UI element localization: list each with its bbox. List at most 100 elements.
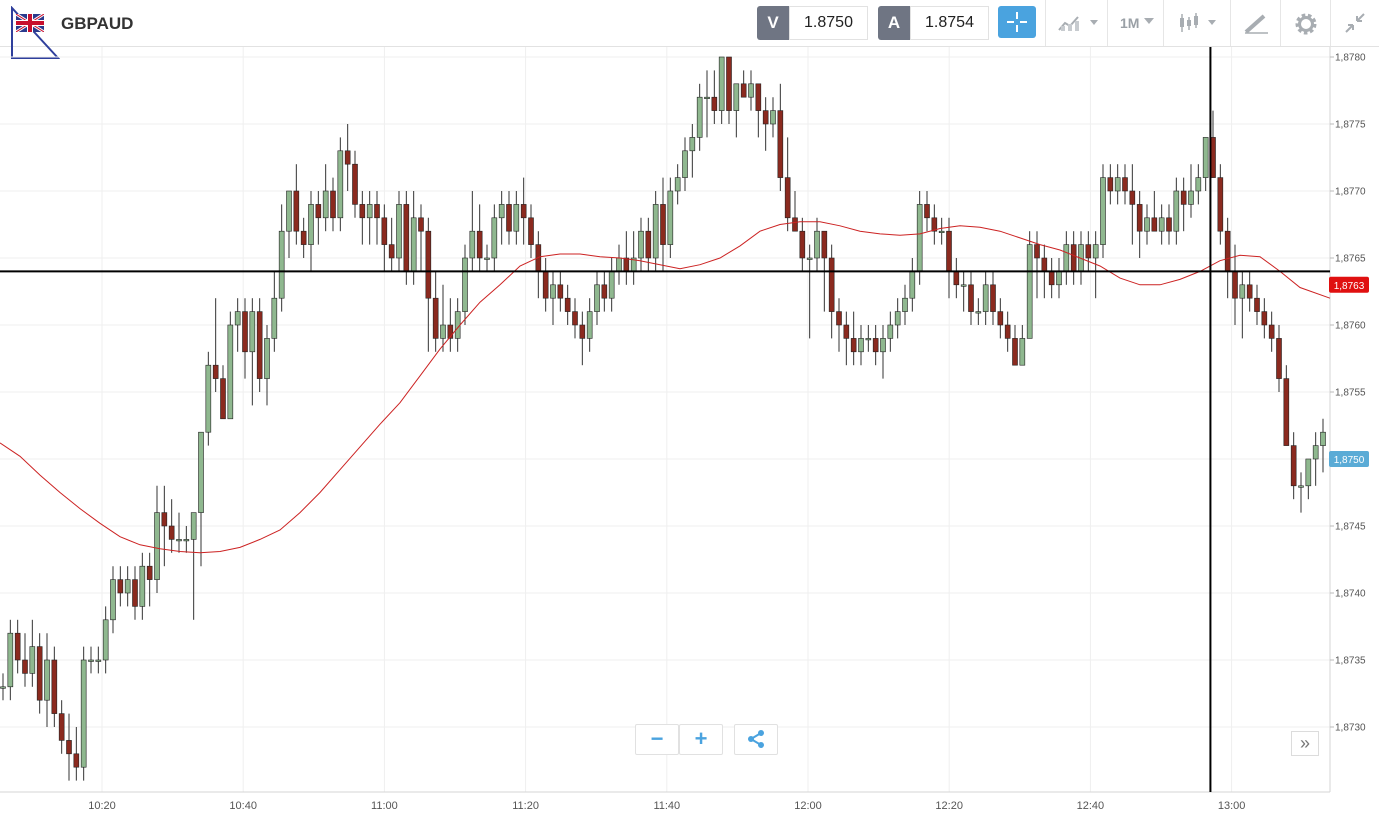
toolbar: GBPAUD V 1.8750 A 1.8754 1M — [0, 0, 1379, 59]
bull-candle — [183, 539, 190, 542]
settings-button[interactable] — [1280, 0, 1330, 46]
buy-price[interactable]: 1.8754 — [910, 6, 989, 40]
share-button[interactable] — [734, 724, 778, 755]
bear-candle — [872, 338, 879, 353]
bull-candle — [806, 257, 813, 260]
bull-candle — [286, 190, 292, 232]
bear-candle — [146, 565, 153, 580]
bear-candle — [990, 284, 996, 312]
bear-candle — [359, 204, 366, 219]
bull-candle — [1158, 217, 1165, 232]
price-tag-label: 1,8763 — [1334, 281, 1365, 292]
y-tick-label: 1,8780 — [1335, 53, 1366, 64]
bear-candle — [447, 324, 454, 339]
sell-button[interactable]: V — [757, 6, 789, 40]
bear-candle — [374, 204, 380, 219]
sell-price[interactable]: 1.8750 — [789, 6, 868, 40]
bear-candle — [762, 110, 769, 125]
bull-candle — [865, 338, 872, 341]
bear-candle — [1122, 177, 1128, 192]
bull-candle — [102, 619, 109, 661]
bear-candle — [1283, 378, 1290, 446]
bull-candle — [264, 338, 270, 379]
bull-candle — [696, 96, 703, 138]
timeframe-dropdown[interactable]: 1M — [1107, 0, 1163, 46]
price-chart[interactable]: 1,8730 1,8735 1,8740 1,8745 1,8750 1,8755 1,87… — [0, 47, 1379, 821]
bear-candle — [403, 204, 410, 272]
bear-candle — [1224, 230, 1231, 272]
bull-candle — [366, 204, 373, 219]
price-tag — [1329, 451, 1369, 467]
bull-candle — [1063, 244, 1070, 272]
bull-candle — [982, 284, 989, 312]
bull-candle — [278, 230, 285, 299]
bear-candle — [520, 204, 527, 219]
bear-candle — [740, 83, 747, 98]
bull-candle — [410, 217, 417, 272]
collapse-button[interactable] — [1330, 0, 1379, 46]
bear-candle — [1180, 190, 1187, 205]
bull-candle — [1056, 271, 1062, 286]
bear-candle — [14, 632, 21, 661]
bear-candle — [132, 579, 138, 607]
bear-candle — [388, 244, 395, 259]
bear-candle — [1012, 338, 1018, 366]
bull-candle — [337, 150, 344, 219]
bull-candle — [469, 230, 476, 259]
bull-candle — [608, 271, 615, 299]
scroll-to-end-button[interactable]: » — [1291, 731, 1319, 756]
bull-candle — [1114, 177, 1121, 192]
bear-candle — [51, 659, 58, 714]
x-tick-label: 11:20 — [512, 800, 539, 812]
zoom-out-button[interactable]: − — [635, 724, 679, 755]
bull-candle — [975, 311, 982, 314]
bull-candle — [894, 311, 901, 326]
buy-button[interactable]: A — [878, 6, 910, 40]
y-tick-label: 1,8770 — [1335, 187, 1366, 198]
candlestick-icon — [1180, 13, 1216, 32]
bear-candle — [1136, 204, 1143, 232]
bear-candle — [946, 230, 952, 272]
bull-candle — [550, 284, 556, 299]
bull-candle — [689, 137, 696, 152]
bear-candle — [1254, 297, 1260, 312]
bull-candle — [1239, 284, 1246, 299]
bear-candle — [1004, 324, 1011, 339]
bear-candle — [572, 311, 578, 326]
bull-candle — [858, 338, 864, 353]
bull-candle — [616, 257, 622, 272]
bull-candle — [652, 204, 659, 259]
bull-candle — [733, 83, 740, 111]
bull-candle — [176, 539, 182, 542]
candles-dropdown[interactable] — [1163, 0, 1230, 46]
bull-candle — [139, 565, 146, 607]
bear-candle — [711, 96, 718, 111]
y-tick-label: 1,8740 — [1335, 589, 1366, 600]
bull-candle — [770, 110, 776, 125]
bear-candle — [924, 204, 930, 219]
bull-candle — [887, 324, 894, 339]
y-tick-label: 1,8745 — [1335, 522, 1366, 533]
collapse-icon — [1345, 13, 1365, 33]
candlestick-chart[interactable]: 1,8730 1,8735 1,8740 1,8745 1,8750 1,8755 1,87… — [0, 47, 1379, 821]
bull-candle — [44, 659, 50, 701]
bear-candle — [66, 740, 72, 755]
bear-candle — [528, 217, 534, 245]
chart-type-dropdown[interactable] — [1045, 0, 1107, 46]
bear-candle — [1261, 311, 1268, 326]
bull-candle — [1305, 458, 1312, 487]
bear-candle — [432, 297, 439, 339]
bull-candle — [396, 204, 402, 259]
bear-candle — [1085, 244, 1092, 259]
y-tick-label: 1,8735 — [1335, 656, 1366, 667]
bull-candle — [638, 230, 644, 259]
bear-candle — [784, 177, 791, 219]
bear-candle — [330, 190, 336, 219]
bear-candle — [36, 646, 43, 701]
crosshair-button[interactable] — [998, 6, 1036, 38]
zoom-in-button[interactable]: + — [679, 724, 723, 755]
bear-candle — [425, 230, 432, 299]
bear-candle — [1217, 177, 1224, 232]
draw-tools-button[interactable] — [1230, 0, 1280, 46]
bull-candle — [682, 150, 688, 178]
